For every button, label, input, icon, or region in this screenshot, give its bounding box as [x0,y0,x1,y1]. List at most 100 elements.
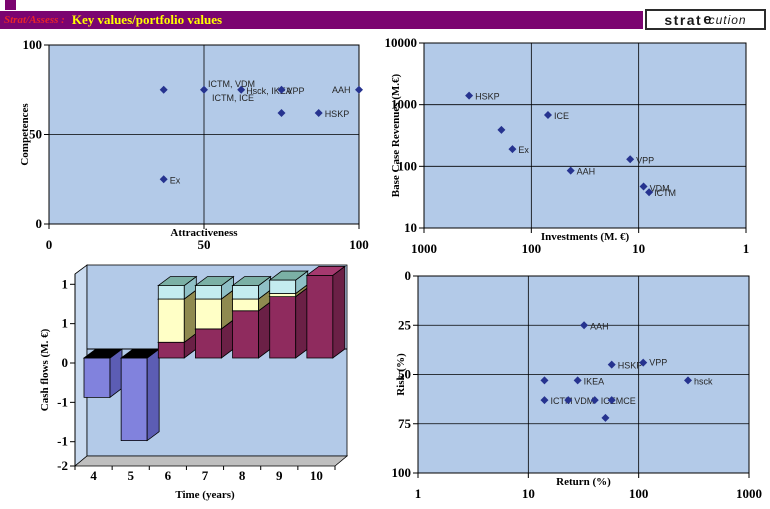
bar-segment-front [157,298,185,343]
data-point [580,321,589,330]
x-axis-tick-label: 1 [743,241,750,256]
bar-segment-front [269,279,297,294]
bar-segment-front [232,298,259,312]
x-axis-tick-label: 1 [415,486,422,501]
chart-portfolio-matrix: 0 50 100 100 50 0 Attractiveness Competences ICT… [19,37,369,252]
y-axis-tick-label: 100 [392,465,412,480]
data-point [566,166,575,175]
bar-segment-top [82,348,124,359]
data-point-label: ICE [554,111,569,121]
y-axis-tick-label: 0 [405,268,412,283]
data-point-label: Ex [518,145,529,155]
y-axis-title: Cash flows (M. €) [39,328,51,411]
logo-text-part3: cution [708,12,747,27]
data-point [465,91,474,100]
header-corner-square [5,0,16,10]
data-point [497,125,506,134]
y-axis-title: Risk (%) [395,353,407,396]
data-point-label: Ex [170,175,181,185]
x-axis-tick-label: 50 [198,237,211,252]
bar-segment-front [157,285,185,300]
data-point [607,396,616,405]
data-point [314,109,323,118]
bar-segment-front [195,298,222,330]
logo-text-part2: e [703,11,712,28]
data-point-label: HSKP [325,109,350,119]
floor [73,455,349,467]
x-axis-tick-label: 10 [310,468,323,483]
y-axis-tick-label: -1 [57,394,68,409]
y-axis-tick-label: 75 [398,416,412,431]
x-axis-title: Investments (M. €) [541,231,630,243]
bar-segment-front [195,285,222,300]
bar-segment-top [231,276,272,286]
data-point [508,145,517,154]
data-point-label: hsck [694,376,713,386]
data-point [573,376,582,385]
logo-text-part1: strat [664,11,703,28]
y-axis-tick-label: 100 [23,37,43,52]
bar-segment-front [195,328,222,359]
data-point-label: ICTM [550,396,572,406]
data-point [543,110,552,119]
x-axis-tick-label: 9 [276,468,283,483]
x-axis-tick-label: 10 [632,241,645,256]
data-point-label: HSKP [475,92,500,102]
x-axis-tick-label: 0 [46,237,53,252]
y-axis-tick-label: 10000 [385,35,418,50]
y-axis-tick-label: 25 [398,317,412,332]
y-axis-title: Competences [19,103,31,166]
data-point [607,360,616,369]
x-axis-title: Attractiveness [170,227,238,239]
bar-segment-front [83,357,111,398]
data-point-label: VPP [287,86,305,96]
x-axis-tick-label: 100 [629,486,649,501]
y-axis-tick-label: 0 [62,355,69,370]
y-axis-tick-label: 0 [36,216,43,231]
data-point [355,85,363,94]
y-axis-tick-label: -1 [57,434,68,449]
data-point-label: AAH [590,321,609,331]
x-axis-tick-label: 8 [239,468,246,483]
data-point-label: IKEA [584,376,605,386]
bar-segment-top [305,265,347,276]
bar-segment-top [268,270,309,281]
header-prefix: Strat/Assess : [4,14,65,26]
data-point-label: VPP [649,358,667,368]
bar-segment-front [306,274,334,359]
data-point-label: Hsck, IKEA [246,86,292,96]
data-point-label: ICTM, ICE [212,93,254,103]
x-axis-tick-label: 100 [349,237,369,252]
y-axis-tick-label: 100 [398,158,418,173]
data-point [590,396,599,405]
x-axis-tick-label: 1000 [411,241,437,256]
bar-segment-side [332,265,346,359]
x-axis-tick-label: 7 [202,468,209,483]
bar-segment-side [258,300,271,359]
data-point [237,85,246,94]
x-axis-title: Time (years) [175,489,235,501]
x-axis-tick-label: 10 [522,486,535,501]
bar-segment-side [146,348,160,442]
data-point-label: ICTM [654,188,676,198]
data-point [684,376,693,385]
x-axis-tick-label: 100 [522,241,542,256]
data-point-label: AAH [577,167,596,177]
page-title: Key values/portfolio values [71,12,223,27]
y-axis-tick-label: 1 [62,316,69,331]
y-axis-tick-label: 1000 [391,97,417,112]
x-axis-tick-label: 5 [127,468,134,483]
y-axis-tick-label: 1 [62,276,69,291]
data-point-label: VDM [650,184,670,194]
y-axis-tick-label: 50 [29,127,42,142]
data-point-label: ICE [601,396,616,406]
bar-segment-front [157,341,185,359]
data-point [564,396,573,405]
bar-segment-side [295,286,309,359]
data-point-label: ICTM, VDM [208,79,255,89]
data-point [601,413,610,422]
data-point [159,85,168,94]
